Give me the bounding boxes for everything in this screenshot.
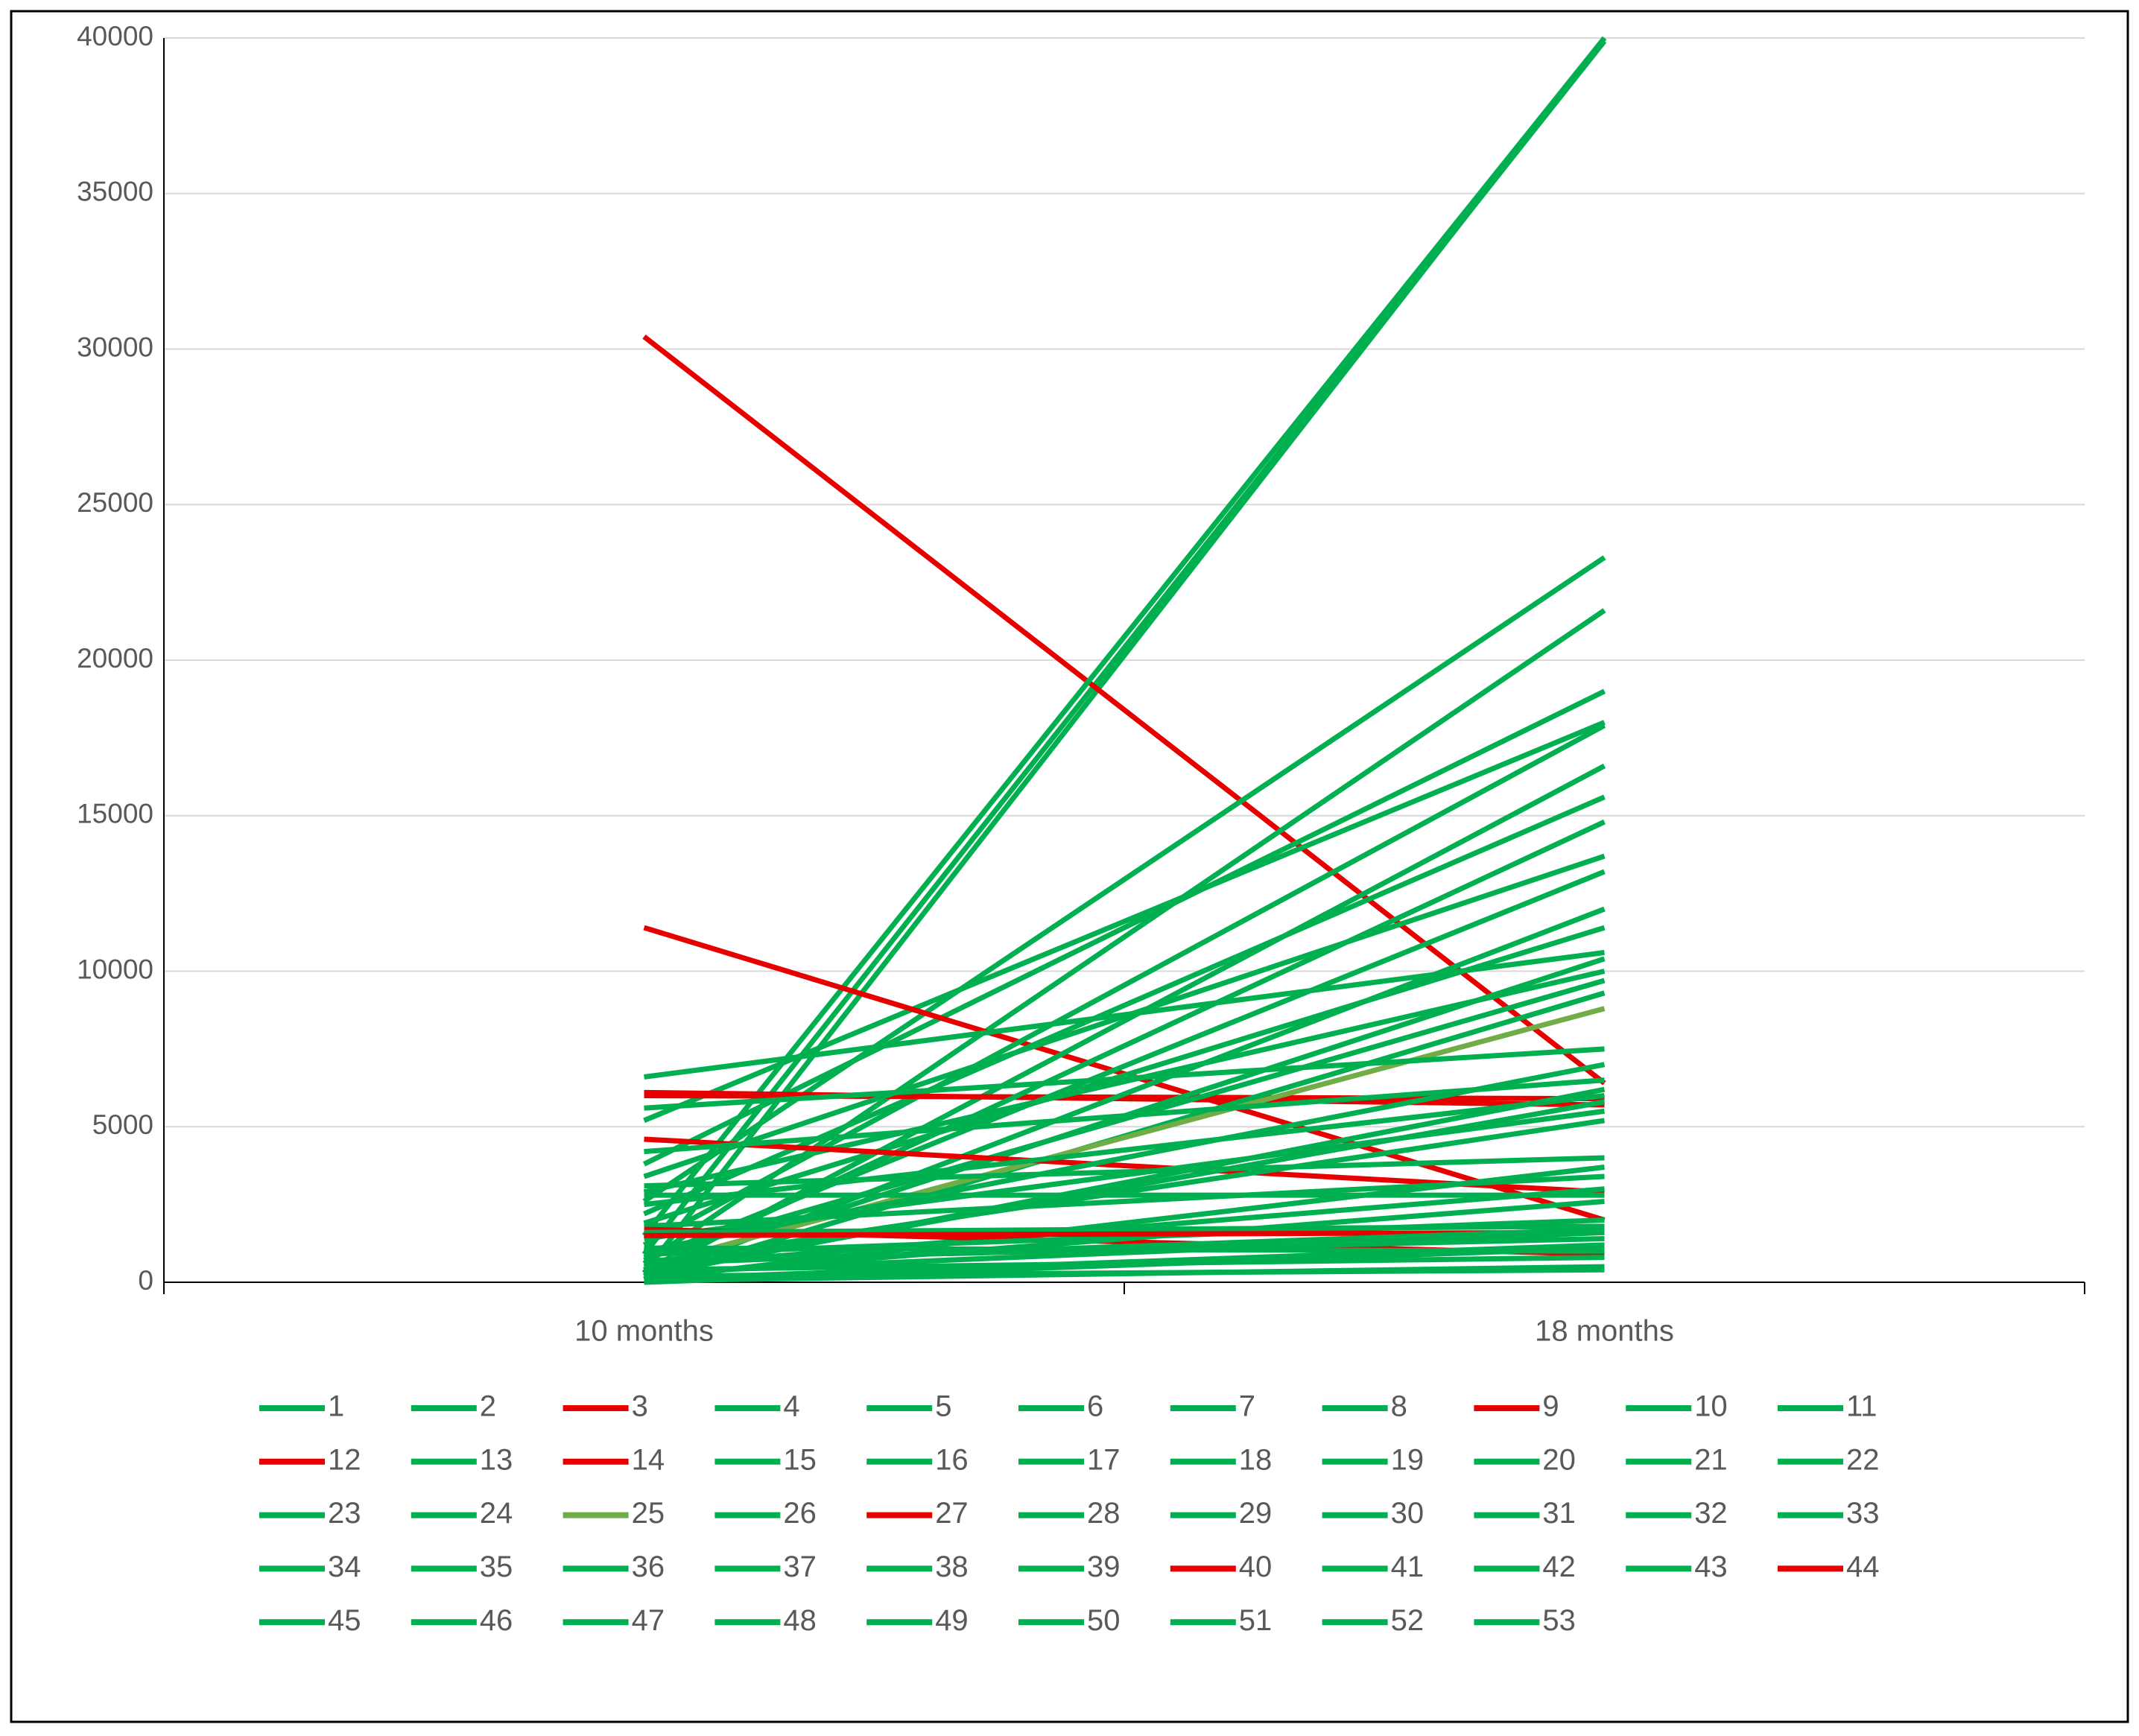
legend-label: 47: [632, 1604, 665, 1637]
y-tick-label: 40000: [77, 21, 153, 51]
legend-label: 14: [632, 1443, 665, 1476]
legend-label: 49: [935, 1604, 969, 1637]
series-line: [644, 1155, 1605, 1189]
legend-label: 10: [1694, 1390, 1728, 1423]
series-line: [644, 1173, 1605, 1229]
series-line: [643, 794, 1606, 1217]
legend-label: 11: [1846, 1390, 1877, 1423]
legend-label: 29: [1239, 1497, 1273, 1530]
legend-label: 1: [328, 1390, 344, 1423]
x-tick-label: 10 months: [574, 1315, 714, 1348]
legend-label: 43: [1694, 1550, 1728, 1583]
legend-label: 21: [1694, 1443, 1728, 1476]
legend-label: 27: [935, 1497, 969, 1530]
series-line: [643, 978, 1606, 1260]
legend-label: 17: [1087, 1443, 1121, 1476]
legend-label: 2: [480, 1390, 496, 1423]
legend-label: 24: [480, 1497, 513, 1530]
legend-label: 15: [783, 1443, 817, 1476]
y-tick-label: 10000: [77, 954, 153, 984]
series-line: [644, 1077, 1605, 1155]
legend-label: 22: [1846, 1443, 1880, 1476]
series-line: [644, 1093, 1605, 1208]
series-line: [643, 1006, 1606, 1270]
legend-label: 30: [1391, 1497, 1425, 1530]
legend-label: 39: [1087, 1550, 1121, 1583]
series-line: [644, 1046, 1605, 1111]
y-tick-label: 20000: [77, 643, 153, 674]
y-tick-label: 25000: [77, 487, 153, 518]
legend-label: 48: [783, 1604, 817, 1637]
legend-label: 38: [935, 1550, 969, 1583]
legend-label: 46: [480, 1604, 513, 1637]
series-line: [642, 723, 1606, 1247]
legend-label: 53: [1542, 1604, 1576, 1637]
legend-label: 4: [783, 1390, 799, 1423]
legend-label: 44: [1846, 1550, 1880, 1583]
legend-label: 28: [1087, 1497, 1121, 1530]
legend-label: 41: [1391, 1550, 1425, 1583]
legend-label: 33: [1846, 1497, 1880, 1530]
y-tick-label: 5000: [92, 1109, 153, 1140]
series-line: [644, 1223, 1605, 1235]
legend-label: 37: [783, 1550, 817, 1583]
legend-label: 8: [1391, 1390, 1407, 1423]
legend-label: 18: [1239, 1443, 1273, 1476]
legend-label: 51: [1239, 1604, 1273, 1637]
y-tick-label: 30000: [77, 332, 153, 362]
legend-label: 19: [1391, 1443, 1425, 1476]
x-tick-label: 18 months: [1535, 1315, 1674, 1348]
y-tick-label: 0: [138, 1265, 153, 1296]
series-line: [643, 1118, 1606, 1267]
legend-label: 52: [1391, 1604, 1425, 1637]
legend-label: 32: [1694, 1497, 1728, 1530]
series-line: [643, 925, 1606, 1226]
series-line: [643, 969, 1606, 1195]
series-line: [644, 1245, 1605, 1254]
legend-label: 40: [1239, 1550, 1273, 1583]
legend-label: 20: [1542, 1443, 1576, 1476]
series-line: [642, 763, 1606, 1279]
legend-label: 25: [632, 1497, 665, 1530]
legend-label: 36: [632, 1550, 665, 1583]
legend-label: 26: [783, 1497, 817, 1530]
legend-label: 34: [328, 1550, 361, 1583]
legend-label: 6: [1087, 1390, 1103, 1423]
legend-label: 42: [1542, 1550, 1576, 1583]
legend-label: 16: [935, 1443, 969, 1476]
legend-label: 3: [632, 1390, 648, 1423]
series-line: [642, 335, 1606, 1086]
legend-label: 12: [328, 1443, 361, 1476]
series-line: [644, 1226, 1605, 1267]
legend-label: 35: [480, 1550, 513, 1583]
series-line: [641, 36, 1607, 1238]
legend-label: 7: [1239, 1390, 1255, 1423]
chart-border: [10, 10, 2129, 1723]
series-line: [644, 949, 1605, 1080]
legend-label: 9: [1542, 1390, 1559, 1423]
series-line: [644, 1245, 1605, 1285]
y-tick-label: 35000: [77, 177, 153, 207]
legend-label: 5: [935, 1390, 951, 1423]
legend-label: 13: [480, 1443, 513, 1476]
legend-label: 50: [1087, 1604, 1121, 1637]
y-tick-label: 15000: [77, 799, 153, 829]
legend-label: 23: [328, 1497, 361, 1530]
legend-label: 31: [1542, 1497, 1576, 1530]
legend-label: 45: [328, 1604, 361, 1637]
series-line: [642, 688, 1606, 1167]
